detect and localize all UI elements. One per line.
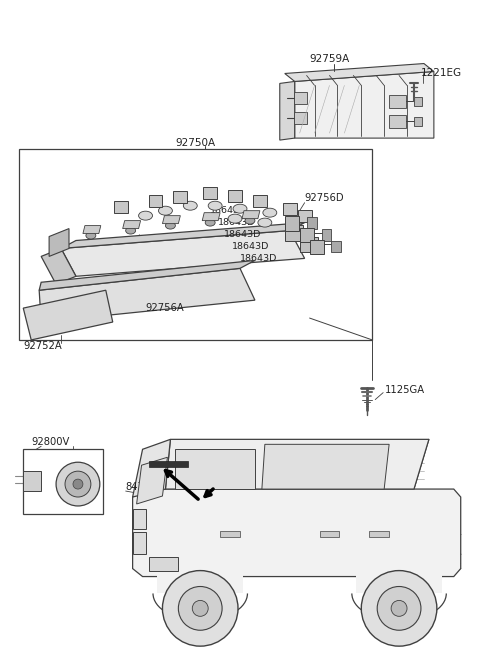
Circle shape — [162, 571, 238, 646]
Polygon shape — [242, 211, 260, 218]
Polygon shape — [157, 575, 243, 594]
Circle shape — [65, 471, 91, 497]
Polygon shape — [322, 228, 332, 241]
Polygon shape — [61, 230, 305, 276]
Circle shape — [391, 600, 407, 617]
Ellipse shape — [166, 222, 175, 229]
Polygon shape — [298, 210, 312, 222]
Text: 18643D: 18643D — [218, 218, 255, 227]
Polygon shape — [203, 187, 217, 199]
Polygon shape — [307, 216, 316, 228]
Polygon shape — [49, 228, 69, 256]
Polygon shape — [41, 249, 76, 284]
Polygon shape — [285, 64, 434, 81]
Polygon shape — [132, 532, 145, 554]
Polygon shape — [137, 457, 168, 504]
Polygon shape — [280, 81, 295, 140]
Polygon shape — [132, 509, 145, 529]
Circle shape — [56, 462, 100, 506]
Polygon shape — [148, 557, 179, 571]
Polygon shape — [39, 268, 255, 322]
Polygon shape — [310, 239, 324, 255]
Ellipse shape — [205, 219, 215, 226]
Ellipse shape — [158, 206, 172, 215]
Ellipse shape — [258, 218, 272, 227]
Circle shape — [361, 571, 437, 646]
Polygon shape — [175, 449, 255, 489]
Polygon shape — [300, 237, 318, 253]
Polygon shape — [262, 444, 389, 489]
Text: 84745D: 84745D — [126, 482, 165, 492]
Text: 18657C: 18657C — [23, 461, 60, 470]
Polygon shape — [202, 213, 220, 220]
Text: 18643D: 18643D — [210, 206, 248, 215]
Text: 92759A: 92759A — [310, 54, 350, 64]
Ellipse shape — [86, 232, 96, 239]
Ellipse shape — [139, 211, 153, 220]
Text: 92756A: 92756A — [145, 303, 184, 313]
Polygon shape — [294, 112, 307, 124]
Ellipse shape — [208, 201, 222, 210]
Polygon shape — [148, 461, 188, 467]
Polygon shape — [389, 115, 406, 128]
Ellipse shape — [233, 204, 247, 213]
Polygon shape — [39, 260, 255, 290]
Polygon shape — [148, 195, 162, 207]
Polygon shape — [162, 216, 180, 224]
Polygon shape — [173, 191, 187, 203]
Polygon shape — [228, 190, 242, 202]
Ellipse shape — [263, 208, 277, 217]
Polygon shape — [356, 575, 442, 594]
Ellipse shape — [183, 201, 197, 210]
Text: 92800V: 92800V — [31, 438, 70, 447]
Text: 92756D: 92756D — [305, 193, 344, 203]
Polygon shape — [294, 92, 307, 104]
Polygon shape — [283, 203, 297, 215]
Polygon shape — [369, 531, 389, 537]
Text: 18645B: 18645B — [23, 472, 60, 481]
Polygon shape — [166, 440, 429, 489]
Polygon shape — [83, 226, 101, 234]
Ellipse shape — [126, 227, 136, 234]
Ellipse shape — [228, 214, 242, 223]
Circle shape — [73, 479, 83, 489]
Bar — [23, 449, 103, 514]
Polygon shape — [253, 195, 267, 207]
Text: 92752A: 92752A — [23, 341, 62, 351]
Circle shape — [179, 586, 222, 630]
Text: 18643D: 18643D — [232, 242, 269, 251]
Circle shape — [192, 600, 208, 617]
Polygon shape — [332, 241, 341, 253]
Text: 92750A: 92750A — [175, 138, 216, 148]
Polygon shape — [295, 72, 434, 138]
Text: 1221EG: 1221EG — [421, 68, 462, 79]
Polygon shape — [220, 531, 240, 537]
Polygon shape — [114, 201, 128, 213]
Polygon shape — [389, 95, 406, 108]
Polygon shape — [132, 440, 170, 497]
Polygon shape — [132, 489, 461, 577]
Text: 18643D: 18643D — [224, 230, 262, 239]
Polygon shape — [300, 228, 313, 243]
Bar — [19, 149, 372, 340]
Polygon shape — [285, 224, 302, 241]
Polygon shape — [23, 290, 113, 340]
Polygon shape — [414, 117, 422, 126]
Circle shape — [377, 586, 421, 630]
Bar — [23, 471, 41, 491]
Polygon shape — [320, 531, 339, 537]
Polygon shape — [123, 220, 141, 228]
Polygon shape — [414, 97, 422, 106]
Text: 18643D: 18643D — [240, 254, 277, 263]
Polygon shape — [285, 216, 299, 230]
Text: 1125GA: 1125GA — [385, 384, 425, 395]
Ellipse shape — [245, 217, 255, 224]
Polygon shape — [61, 222, 305, 249]
